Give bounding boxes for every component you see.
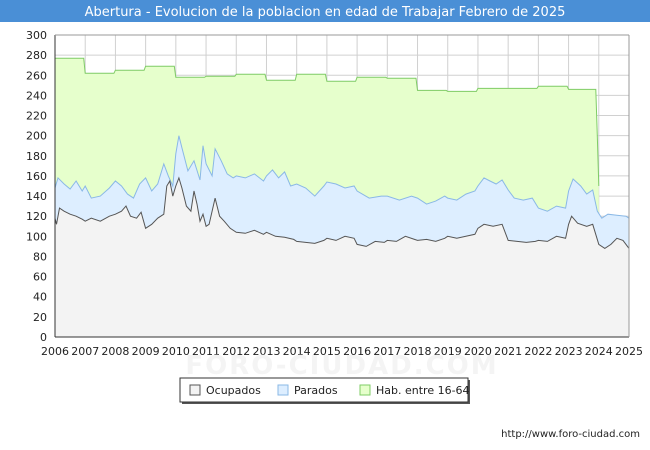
series-line-parados: [54, 135, 630, 219]
x-tick-label: 2006: [41, 345, 69, 358]
title-bar: [0, 0, 650, 22]
y-tick-label: 120: [26, 210, 47, 223]
x-tick-label: 2016: [343, 345, 371, 358]
y-tick-label: 0: [40, 331, 47, 344]
x-tick-label: 2023: [555, 345, 583, 358]
x-tick-label: 2011: [192, 345, 220, 358]
x-tick-label: 2022: [524, 345, 552, 358]
y-tick-label: 180: [26, 150, 47, 163]
plot-layer: 0 20 40 60 80 100 120 140 160 180 200 220 240 260 280 3…: [26, 29, 643, 358]
series-line-ocupados: [54, 176, 630, 249]
y-tick-label: 40: [33, 291, 47, 304]
y-tick-label: 200: [26, 130, 47, 143]
x-tick-label: 2024: [585, 345, 613, 358]
x-tick-label: 2010: [162, 345, 190, 358]
x-tick-label: 2009: [132, 345, 160, 358]
legend-swatch-parados: [277, 384, 289, 396]
legend-swatch-hab: [359, 384, 371, 396]
x-tick-label: 2013: [252, 345, 280, 358]
y-tick-label: 300: [26, 29, 47, 42]
watermark: FORO-CIUDAD.COM: [185, 351, 498, 381]
y-tick-label: 260: [26, 69, 47, 82]
footer-url[interactable]: http://www.foro-ciudad.com: [501, 429, 640, 440]
legend-label-hab: Hab. entre 16-64: [376, 384, 470, 397]
legend: Ocupados Parados Hab. entre 16-64: [179, 377, 470, 404]
chart-title: Abertura - Evolucion de la poblacion en …: [85, 5, 566, 20]
y-tick-label: 240: [26, 89, 47, 102]
x-tick-label: 2018: [404, 345, 432, 358]
y-tick-label: 160: [26, 170, 47, 183]
x-tick-label: 2025: [615, 345, 643, 358]
legend-label-ocupados: Ocupados: [206, 384, 261, 397]
y-tick-label: 60: [33, 271, 47, 284]
y-tick-label: 80: [33, 250, 47, 263]
x-tick-label: 2012: [222, 345, 250, 358]
x-tick-label: 2019: [434, 345, 462, 358]
x-tick-label: 2008: [101, 345, 129, 358]
series-area-ocupados: [55, 177, 629, 337]
y-tick-label: 220: [26, 110, 47, 123]
x-tick-label: 2007: [71, 345, 99, 358]
legend-label-parados: Parados: [294, 384, 338, 397]
x-tick-label: 2020: [464, 345, 492, 358]
y-tick-label: 20: [33, 311, 47, 324]
legend-swatch-ocupados: [189, 384, 201, 396]
y-tick-label: 140: [26, 190, 47, 203]
y-tick-label: 100: [26, 230, 47, 243]
x-tick-label: 2015: [313, 345, 341, 358]
series-line-hab: [55, 57, 600, 187]
x-tick-label: 2017: [373, 345, 401, 358]
x-tick-label: 2014: [283, 345, 311, 358]
y-tick-label: 280: [26, 49, 47, 62]
x-tick-label: 2021: [494, 345, 522, 358]
legend-box: [179, 377, 469, 403]
